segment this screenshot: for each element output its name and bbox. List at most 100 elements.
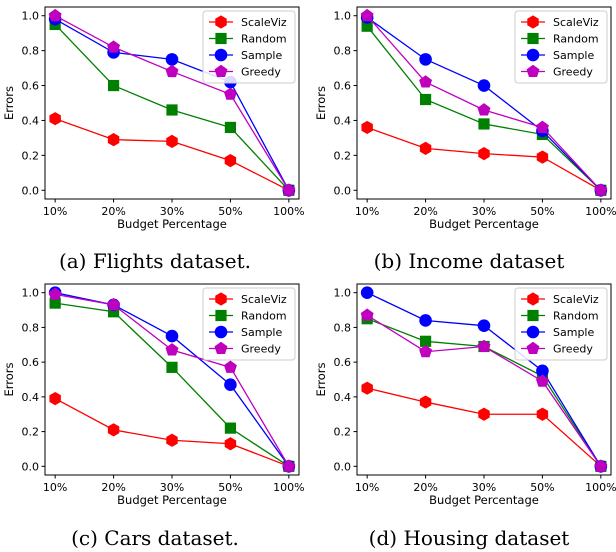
point-greedy-5	[282, 459, 296, 472]
point-random-1	[361, 20, 373, 32]
y-tick-label: 1.0	[334, 287, 352, 300]
y-axis-label: Errors	[314, 86, 328, 120]
y-tick-label: 0.4	[22, 114, 40, 127]
legend-marker-sample	[526, 325, 540, 339]
legend-marker-random	[527, 309, 539, 322]
legend-label-scaleviz: ScaleViz	[241, 16, 287, 29]
point-scaleviz-1	[49, 392, 61, 406]
y-axis-label: Errors	[2, 86, 16, 120]
x-tick-label: 10%	[355, 481, 379, 494]
series-line-scaleviz	[54, 398, 290, 467]
point-greedy-4	[223, 360, 237, 373]
point-greedy-2	[419, 344, 433, 358]
x-tick-label: 100%	[273, 205, 304, 218]
legend-label-sample: Sample	[241, 326, 282, 339]
x-tick-label: 100%	[585, 481, 616, 494]
caption: (b) Income dataset	[374, 249, 565, 273]
x-axis-label: Budget Percentage	[429, 217, 539, 231]
legend-label-sample: Sample	[241, 49, 282, 62]
legend: ScaleViz Random Sample Greedy	[514, 10, 608, 84]
y-tick-label: 0.6	[22, 80, 40, 93]
point-sample-3	[477, 79, 491, 92]
point-greedy-4	[535, 120, 549, 133]
point-scaleviz-3	[478, 147, 490, 161]
point-random-2	[419, 93, 432, 106]
y-tick-label: 0.8	[334, 321, 352, 334]
point-greedy-3	[477, 103, 491, 116]
legend-label-greedy: Greedy	[241, 66, 281, 79]
point-scaleviz-3	[166, 134, 178, 148]
caption: (c) Cars dataset.	[71, 526, 239, 550]
chart-panel-2: 0.0 0.2 0.4 0.6 0.8 1.0 10% 20% 30% 50% 100% Budget…	[314, 6, 616, 273]
point-greedy-2	[419, 75, 433, 88]
x-tick-label: 30%	[160, 481, 184, 494]
legend-marker-scaleviz	[215, 15, 227, 29]
y-tick-label: 0.8	[22, 45, 40, 58]
point-sample-2	[419, 314, 432, 327]
point-scaleviz-2	[107, 423, 120, 437]
legend-marker-random	[215, 309, 227, 322]
y-tick-label: 1.0	[22, 10, 40, 23]
point-sample-4	[536, 364, 549, 378]
y-axis-label: Errors	[2, 362, 16, 396]
legend-label-sample: Sample	[553, 326, 594, 339]
point-random-2	[107, 306, 120, 318]
point-greedy-1	[360, 308, 374, 321]
chart-panel-4: 0.0 0.2 0.4 0.6 0.8 1.0 10% 20% 30% 50% 100% Budget…	[314, 283, 616, 550]
y-tick-label: 0.2	[334, 149, 352, 162]
caption: (d) Housing dataset	[369, 526, 570, 550]
x-axis-label: Budget Percentage	[429, 493, 539, 507]
x-axis-label: Budget Percentage	[117, 493, 227, 507]
point-scaleviz-4	[224, 437, 237, 451]
legend-marker-random	[215, 32, 227, 45]
point-sample-3	[477, 319, 491, 332]
x-axis-label: Budget Percentage	[117, 217, 227, 231]
point-greedy-3	[165, 64, 179, 78]
legend-marker-greedy	[214, 64, 228, 77]
x-tick-label: 10%	[355, 205, 379, 218]
point-greedy-3	[165, 343, 179, 356]
point-scaleviz-4	[536, 407, 549, 421]
point-scaleviz-2	[419, 141, 432, 155]
legend-marker-sample	[214, 48, 228, 62]
legend-label-greedy: Greedy	[553, 343, 593, 356]
x-tick-label: 50%	[218, 205, 242, 218]
point-scaleviz-3	[166, 433, 178, 447]
x-tick-label: 50%	[218, 481, 242, 494]
point-random-2	[419, 335, 432, 347]
point-scaleviz-4	[536, 150, 549, 164]
y-tick-label: 0.0	[334, 460, 352, 473]
point-greedy-2	[107, 40, 121, 53]
x-tick-label: 100%	[585, 205, 616, 218]
series-line-scaleviz	[54, 118, 290, 191]
point-greedy-3	[477, 339, 491, 353]
x-tick-label: 20%	[413, 481, 437, 494]
y-tick-label: 0.2	[22, 426, 40, 439]
point-random-4	[224, 422, 237, 434]
legend-box	[202, 10, 296, 84]
legend-label-greedy: Greedy	[553, 66, 593, 79]
x-tick-label: 50%	[530, 481, 554, 494]
legend-label-random: Random	[553, 310, 599, 323]
x-tick-label: 10%	[43, 205, 67, 218]
y-tick-label: 0.6	[22, 356, 40, 369]
legend-box	[514, 10, 608, 84]
y-tick-label: 0.2	[334, 426, 352, 439]
point-sample-4	[224, 378, 237, 392]
series-line-scaleviz	[367, 387, 602, 467]
y-tick-label: 0.6	[334, 356, 352, 369]
point-random-3	[166, 361, 178, 373]
y-tick-label: 1.0	[22, 287, 40, 300]
legend-marker-greedy	[526, 341, 540, 354]
point-scaleviz-1	[361, 120, 373, 135]
x-tick-label: 20%	[413, 205, 437, 218]
y-tick-label: 0.0	[334, 184, 352, 197]
y-tick-label: 0.8	[334, 45, 352, 58]
x-tick-label: 30%	[160, 205, 184, 218]
legend: ScaleViz Random Sample Greedy	[514, 287, 608, 361]
x-tick-label: 20%	[101, 481, 125, 494]
legend-marker-scaleviz	[215, 292, 227, 306]
point-greedy-4	[535, 374, 549, 387]
legend-label-greedy: Greedy	[241, 343, 281, 356]
